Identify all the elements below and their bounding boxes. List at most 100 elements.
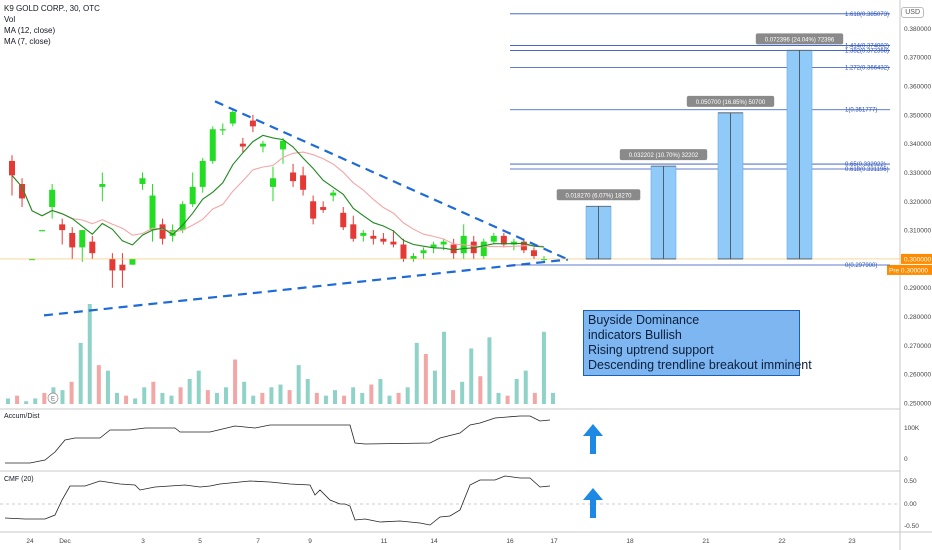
volume-bar bbox=[133, 398, 138, 404]
volume-bar bbox=[224, 387, 228, 404]
cmf-tick: -0.50 bbox=[904, 523, 919, 530]
volume-bar bbox=[432, 370, 437, 404]
candle-body bbox=[19, 184, 26, 199]
candle-body bbox=[179, 204, 186, 231]
ma12-line bbox=[11, 151, 545, 248]
candle-body bbox=[119, 264, 126, 271]
candle-body bbox=[541, 258, 547, 261]
indicator-ma12[interactable]: MA (12, close) bbox=[4, 26, 56, 35]
target-label-bg bbox=[755, 33, 844, 45]
price-tick: 0.330000 bbox=[904, 170, 931, 177]
volume-bar bbox=[269, 387, 274, 404]
candle-body bbox=[430, 244, 437, 248]
candle-body bbox=[259, 143, 266, 147]
candle-body bbox=[99, 184, 106, 187]
volume-bar bbox=[105, 370, 110, 404]
candle-body bbox=[480, 241, 487, 257]
earnings-icon-letter: E bbox=[51, 397, 55, 403]
volume-bar bbox=[251, 395, 256, 404]
x-tick: 21 bbox=[702, 538, 710, 545]
x-tick: 3 bbox=[141, 538, 145, 545]
volume-bar bbox=[196, 370, 201, 404]
volume-bar bbox=[378, 379, 383, 404]
volume-bar bbox=[351, 387, 356, 404]
volume-bar bbox=[60, 390, 65, 404]
volume-bar bbox=[242, 381, 247, 404]
volume-bar bbox=[124, 395, 129, 404]
fib-level-label: 0.618(0.331196) bbox=[845, 167, 889, 173]
candle-body bbox=[400, 244, 407, 259]
indicator-ma7[interactable]: MA (7, close) bbox=[4, 37, 51, 46]
candle-body bbox=[420, 250, 427, 254]
current-price-badge bbox=[901, 253, 932, 264]
volume-bar bbox=[487, 337, 492, 404]
candle-body bbox=[69, 232, 76, 248]
target-label-bg bbox=[686, 95, 775, 107]
candle-body bbox=[159, 224, 166, 239]
candle-body bbox=[290, 172, 297, 182]
volume-bar bbox=[469, 348, 474, 404]
target-label-bg bbox=[619, 149, 708, 161]
fib-level-label: 1.382(0.372358) bbox=[845, 48, 889, 54]
fib-level-label: 1.272(0.366432) bbox=[845, 66, 889, 72]
volume-bar bbox=[24, 401, 29, 404]
candle-body bbox=[89, 241, 96, 254]
x-tick: 7 bbox=[256, 538, 260, 545]
volume-bar bbox=[523, 370, 528, 404]
candle-body bbox=[510, 241, 517, 245]
descending-trendline bbox=[214, 100, 569, 261]
volume-bar bbox=[387, 395, 392, 404]
fib-level-label: 0.65(0.332922) bbox=[845, 162, 886, 168]
volume-bar bbox=[551, 392, 555, 404]
symbol-title[interactable]: K9 GOLD CORP., 30, OTC bbox=[4, 4, 100, 13]
candle-body bbox=[229, 111, 236, 124]
candle-body bbox=[530, 250, 537, 257]
annotation-box: Buyside Dominance indicators Bullish Ris… bbox=[583, 310, 812, 376]
candle-body bbox=[300, 175, 307, 190]
price-tick: 0.320000 bbox=[904, 199, 931, 206]
candle-body bbox=[59, 224, 66, 231]
candle-body bbox=[29, 258, 36, 261]
cmf-label[interactable]: CMF (20) bbox=[4, 476, 34, 483]
volume-bar bbox=[260, 392, 265, 404]
volume-bar bbox=[514, 379, 519, 404]
volume-bar bbox=[233, 359, 238, 404]
candle-body bbox=[340, 212, 347, 228]
volume-bar bbox=[69, 381, 74, 404]
candle-body bbox=[219, 129, 226, 131]
price-tick: 0.350000 bbox=[904, 112, 931, 119]
volume-bar bbox=[305, 379, 310, 404]
earnings-icon bbox=[47, 392, 59, 404]
candle-body bbox=[370, 235, 377, 239]
candle-body bbox=[39, 230, 46, 232]
pre-price-badge bbox=[887, 264, 932, 275]
target-label: 0.032202 (10.70%) 32202 bbox=[629, 153, 699, 159]
volume-bar bbox=[414, 342, 419, 404]
candle-body bbox=[380, 238, 387, 242]
x-tick: Dec bbox=[59, 538, 71, 545]
cmf-tick: 0.00 bbox=[904, 501, 917, 508]
price-tick: 0.340000 bbox=[904, 141, 931, 148]
fib-level-label: 1.414(0.374082) bbox=[845, 43, 889, 49]
candle-body bbox=[410, 256, 417, 259]
volume-bar bbox=[314, 392, 319, 404]
volume-bar bbox=[160, 392, 165, 404]
x-tick: 14 bbox=[430, 538, 438, 545]
price-tick: 0.280000 bbox=[904, 314, 931, 321]
volume-bar bbox=[505, 395, 510, 404]
volume-bar bbox=[187, 379, 192, 404]
price-tick: 0.250000 bbox=[904, 401, 931, 408]
candle-body bbox=[320, 207, 327, 210]
candle-body bbox=[269, 178, 276, 187]
candle-body bbox=[239, 143, 246, 147]
volume-bar bbox=[115, 392, 119, 404]
cmf-tick: 0.50 bbox=[904, 478, 917, 485]
accum-dist-label[interactable]: Accum/Dist bbox=[4, 413, 40, 420]
candle-body bbox=[440, 241, 447, 245]
volume-bar bbox=[142, 387, 147, 404]
price-tick: 0.310000 bbox=[904, 228, 931, 235]
volume-bar bbox=[205, 390, 210, 404]
currency-button[interactable]: USD bbox=[901, 7, 924, 18]
indicator-vol[interactable]: Vol bbox=[4, 15, 16, 24]
